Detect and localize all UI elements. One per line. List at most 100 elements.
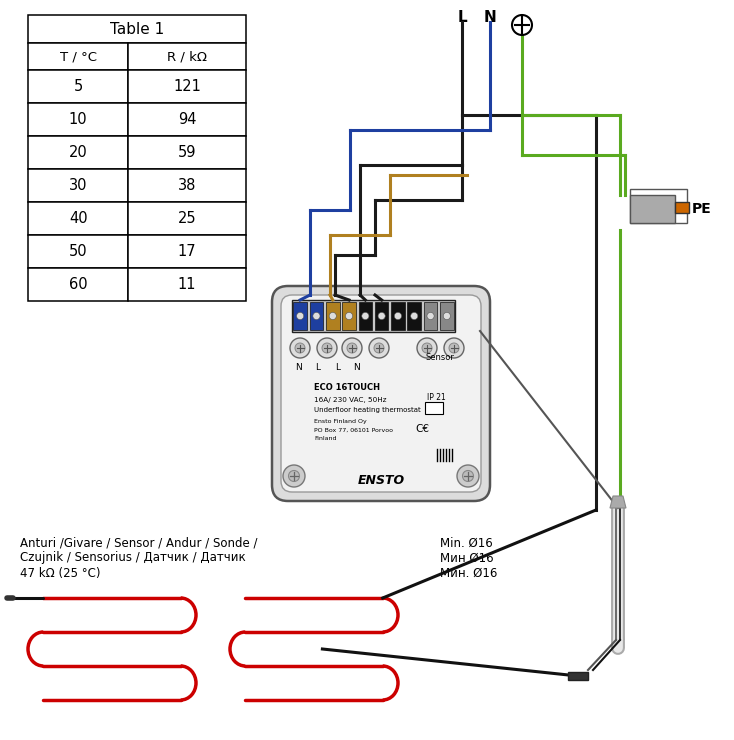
Circle shape xyxy=(322,343,332,353)
Text: ECO 16TOUCH: ECO 16TOUCH xyxy=(314,383,380,392)
Circle shape xyxy=(313,312,320,320)
Text: Anturi /Givare / Sensor / Andur / Sonde /: Anturi /Givare / Sensor / Andur / Sonde … xyxy=(20,536,258,550)
Bar xyxy=(28,103,128,136)
Text: 94: 94 xyxy=(178,112,197,127)
Bar xyxy=(630,189,687,223)
Circle shape xyxy=(462,471,473,482)
Text: Ensto Finland Oy: Ensto Finland Oy xyxy=(314,420,367,425)
Bar xyxy=(28,136,128,169)
Bar xyxy=(28,43,128,70)
Text: Min. Ø16: Min. Ø16 xyxy=(440,536,493,550)
Text: L: L xyxy=(316,363,321,372)
Circle shape xyxy=(347,343,357,353)
Bar xyxy=(358,302,372,330)
Text: 59: 59 xyxy=(178,145,197,160)
Bar xyxy=(294,302,307,330)
Circle shape xyxy=(288,471,299,482)
Circle shape xyxy=(394,312,401,320)
Bar xyxy=(568,672,588,680)
Bar xyxy=(424,302,437,330)
Text: Underfloor heating thermostat: Underfloor heating thermostat xyxy=(314,407,421,413)
Circle shape xyxy=(283,465,305,487)
Text: 30: 30 xyxy=(69,178,87,193)
Bar xyxy=(128,136,246,169)
Text: T25: T25 xyxy=(427,403,441,412)
Text: 10: 10 xyxy=(69,112,87,127)
Bar xyxy=(28,202,128,235)
Text: 50: 50 xyxy=(69,244,87,259)
Bar xyxy=(342,302,356,330)
Text: 25: 25 xyxy=(178,211,197,226)
Text: 121: 121 xyxy=(173,79,201,94)
Text: PO Box 77, 06101 Porvoo: PO Box 77, 06101 Porvoo xyxy=(314,428,393,432)
Circle shape xyxy=(374,343,384,353)
Text: IP 21: IP 21 xyxy=(427,394,446,403)
Text: 38: 38 xyxy=(178,178,196,193)
Text: R / kΩ: R / kΩ xyxy=(167,50,207,63)
Text: 60: 60 xyxy=(69,277,87,292)
Bar xyxy=(128,235,246,268)
Bar xyxy=(128,70,246,103)
Bar xyxy=(326,302,340,330)
Bar xyxy=(128,202,246,235)
Circle shape xyxy=(417,338,437,358)
Text: C€: C€ xyxy=(415,424,429,434)
Text: 20: 20 xyxy=(69,145,87,160)
Circle shape xyxy=(422,343,432,353)
Text: N: N xyxy=(484,10,496,25)
Bar xyxy=(28,235,128,268)
Text: L: L xyxy=(457,10,467,25)
Text: 17: 17 xyxy=(178,244,197,259)
FancyBboxPatch shape xyxy=(272,286,490,501)
Bar xyxy=(128,169,246,202)
Circle shape xyxy=(295,343,305,353)
Text: 11: 11 xyxy=(178,277,197,292)
Circle shape xyxy=(457,465,479,487)
Circle shape xyxy=(443,312,451,320)
Circle shape xyxy=(427,312,434,320)
Text: ENSTO: ENSTO xyxy=(357,474,404,488)
Circle shape xyxy=(346,312,352,320)
Text: Finland: Finland xyxy=(314,436,336,440)
Text: N: N xyxy=(296,363,302,372)
Circle shape xyxy=(290,338,310,358)
Text: Table 1: Table 1 xyxy=(110,21,164,36)
Bar xyxy=(407,302,421,330)
Polygon shape xyxy=(610,496,626,508)
Text: PE: PE xyxy=(692,202,712,216)
Text: N: N xyxy=(354,363,360,372)
Text: 16A/ 230 VAC, 50Hz: 16A/ 230 VAC, 50Hz xyxy=(314,397,387,403)
Bar xyxy=(128,268,246,301)
Bar xyxy=(675,202,689,213)
Text: Sensor: Sensor xyxy=(426,354,454,363)
Circle shape xyxy=(378,312,385,320)
Bar xyxy=(28,169,128,202)
Text: T / °C: T / °C xyxy=(59,50,97,63)
Bar xyxy=(375,302,388,330)
Bar xyxy=(391,302,404,330)
Text: L: L xyxy=(335,363,341,372)
Text: 5: 5 xyxy=(73,79,83,94)
Text: Мин. Ø16: Мин. Ø16 xyxy=(440,567,498,579)
Circle shape xyxy=(317,338,337,358)
Bar xyxy=(28,268,128,301)
Text: Мин Ø16: Мин Ø16 xyxy=(440,551,494,565)
Circle shape xyxy=(297,312,304,320)
Bar xyxy=(28,15,246,43)
Circle shape xyxy=(329,312,336,320)
Text: Czujnik / Sensorius / Датчик / Датчик: Czujnik / Sensorius / Датчик / Датчик xyxy=(20,551,246,565)
Bar xyxy=(440,302,454,330)
Bar xyxy=(630,195,675,223)
Bar xyxy=(310,302,323,330)
Bar xyxy=(128,43,246,70)
Text: 47 kΩ (25 °C): 47 kΩ (25 °C) xyxy=(20,567,101,579)
Circle shape xyxy=(369,338,389,358)
Bar xyxy=(128,103,246,136)
Circle shape xyxy=(342,338,362,358)
Text: 40: 40 xyxy=(69,211,87,226)
Circle shape xyxy=(444,338,464,358)
Circle shape xyxy=(449,343,459,353)
FancyBboxPatch shape xyxy=(281,295,481,492)
Circle shape xyxy=(410,312,418,320)
Circle shape xyxy=(362,312,369,320)
